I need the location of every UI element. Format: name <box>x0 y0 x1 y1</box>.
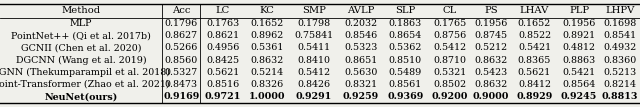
Text: 0.8425: 0.8425 <box>206 56 239 65</box>
Text: PS: PS <box>484 6 498 15</box>
Text: 0.1698: 0.1698 <box>603 19 636 28</box>
Text: AGNN (Thekumparampil et al. 2018): AGNN (Thekumparampil et al. 2018) <box>0 68 170 77</box>
Text: 0.8962: 0.8962 <box>251 31 284 40</box>
Text: 0.8360: 0.8360 <box>603 56 636 65</box>
Text: 0.4812: 0.4812 <box>563 43 596 52</box>
Text: 0.5621: 0.5621 <box>206 68 239 77</box>
Text: GCNII (Chen et al. 2020): GCNII (Chen et al. 2020) <box>21 43 141 52</box>
Text: 0.5214: 0.5214 <box>251 68 284 77</box>
Text: 0.8546: 0.8546 <box>344 31 377 40</box>
Text: 0.1765: 0.1765 <box>433 19 467 28</box>
Text: MLP: MLP <box>70 19 92 28</box>
Text: 0.1956: 0.1956 <box>474 19 508 28</box>
Text: 0.9245: 0.9245 <box>561 92 597 101</box>
Text: 0.8627: 0.8627 <box>164 31 198 40</box>
Text: 0.8710: 0.8710 <box>433 56 467 65</box>
Text: 0.8745: 0.8745 <box>475 31 508 40</box>
Text: Acc: Acc <box>172 6 191 15</box>
Text: 0.9721: 0.9721 <box>204 92 241 101</box>
Text: 0.1798: 0.1798 <box>298 19 330 28</box>
Text: 0.1863: 0.1863 <box>388 19 422 28</box>
Text: 0.1796: 0.1796 <box>164 19 198 28</box>
Text: 0.5327: 0.5327 <box>164 68 198 77</box>
Text: 0.8632: 0.8632 <box>474 80 508 89</box>
Text: 0.8921: 0.8921 <box>563 31 596 40</box>
Text: 0.8632: 0.8632 <box>251 56 284 65</box>
Text: 0.5421: 0.5421 <box>518 43 551 52</box>
Text: 0.2032: 0.2032 <box>344 19 377 28</box>
Text: 0.9169: 0.9169 <box>163 92 200 101</box>
Text: 0.4932: 0.4932 <box>603 43 636 52</box>
Text: 0.5412: 0.5412 <box>298 68 330 77</box>
Text: 0.5362: 0.5362 <box>388 43 422 52</box>
Text: DGCNN (Wang et al. 2019): DGCNN (Wang et al. 2019) <box>16 56 147 65</box>
Text: PLP: PLP <box>569 6 589 15</box>
Text: 0.9369: 0.9369 <box>387 92 424 101</box>
Text: 0.8541: 0.8541 <box>603 31 636 40</box>
Text: 0.5630: 0.5630 <box>344 68 377 77</box>
Text: 0.5212: 0.5212 <box>475 43 508 52</box>
Text: 0.9291: 0.9291 <box>296 92 332 101</box>
Text: 0.1652: 0.1652 <box>518 19 551 28</box>
Text: 0.5361: 0.5361 <box>250 43 284 52</box>
Text: 0.8929: 0.8929 <box>516 92 552 101</box>
Text: 0.1763: 0.1763 <box>206 19 239 28</box>
Text: 0.1652: 0.1652 <box>251 19 284 28</box>
Text: 0.5423: 0.5423 <box>474 68 508 77</box>
Text: SLP: SLP <box>395 6 415 15</box>
Text: 0.5411: 0.5411 <box>298 43 330 52</box>
Text: 0.8651: 0.8651 <box>344 56 377 65</box>
Text: LC: LC <box>216 6 230 15</box>
Text: 0.8473: 0.8473 <box>164 80 198 89</box>
Text: 1.0000: 1.0000 <box>249 92 285 101</box>
Text: 0.75841: 0.75841 <box>294 31 333 40</box>
Text: 0.4956: 0.4956 <box>206 43 239 52</box>
Text: Point-Transformer (Zhao et al. 2021): Point-Transformer (Zhao et al. 2021) <box>0 80 170 89</box>
Text: 0.8863: 0.8863 <box>563 56 596 65</box>
Text: 0.5421: 0.5421 <box>563 68 596 77</box>
Text: 0.5266: 0.5266 <box>164 43 198 52</box>
Text: 0.9000: 0.9000 <box>473 92 509 101</box>
Text: 0.8756: 0.8756 <box>433 31 467 40</box>
Text: 0.1956: 0.1956 <box>563 19 596 28</box>
Text: 0.5213: 0.5213 <box>603 68 636 77</box>
Text: 0.8321: 0.8321 <box>344 80 377 89</box>
Text: 0.8365: 0.8365 <box>518 56 551 65</box>
Text: 0.8560: 0.8560 <box>164 56 198 65</box>
Text: 0.8516: 0.8516 <box>206 80 239 89</box>
Text: LHAV: LHAV <box>520 6 549 15</box>
Text: 0.9259: 0.9259 <box>342 92 379 101</box>
Text: 0.8510: 0.8510 <box>388 56 422 65</box>
Text: 0.5621: 0.5621 <box>518 68 551 77</box>
Text: 0.8502: 0.8502 <box>433 80 467 89</box>
Text: 0.5412: 0.5412 <box>433 43 467 52</box>
Text: 0.8214: 0.8214 <box>604 80 636 89</box>
Text: LHPV: LHPV <box>605 6 634 15</box>
Text: 0.8564: 0.8564 <box>563 80 596 89</box>
Text: 0.8632: 0.8632 <box>474 56 508 65</box>
Text: 0.8522: 0.8522 <box>518 31 551 40</box>
Text: KC: KC <box>260 6 275 15</box>
Text: AVLP: AVLP <box>347 6 374 15</box>
Text: NeuNet(ours): NeuNet(ours) <box>45 92 118 101</box>
Text: 0.8426: 0.8426 <box>298 80 330 89</box>
Text: 0.8621: 0.8621 <box>206 31 239 40</box>
Text: 0.8654: 0.8654 <box>388 31 422 40</box>
Text: SMP: SMP <box>302 6 326 15</box>
Text: 0.8561: 0.8561 <box>388 80 422 89</box>
Text: 0.9200: 0.9200 <box>432 92 468 101</box>
Text: PointNet++ (Qi et al. 2017b): PointNet++ (Qi et al. 2017b) <box>12 31 151 40</box>
Text: 0.5489: 0.5489 <box>388 68 422 77</box>
Text: 0.8410: 0.8410 <box>298 56 330 65</box>
Text: 0.5323: 0.5323 <box>344 43 377 52</box>
Text: 0.5321: 0.5321 <box>433 68 467 77</box>
Text: 0.8326: 0.8326 <box>251 80 284 89</box>
Text: CL: CL <box>443 6 457 15</box>
Text: 0.8813: 0.8813 <box>602 92 638 101</box>
Text: 0.8412: 0.8412 <box>518 80 551 89</box>
Text: Method: Method <box>61 6 100 15</box>
